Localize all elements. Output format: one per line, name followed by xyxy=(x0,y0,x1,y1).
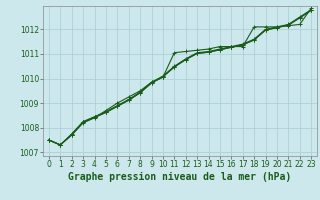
X-axis label: Graphe pression niveau de la mer (hPa): Graphe pression niveau de la mer (hPa) xyxy=(68,172,292,182)
